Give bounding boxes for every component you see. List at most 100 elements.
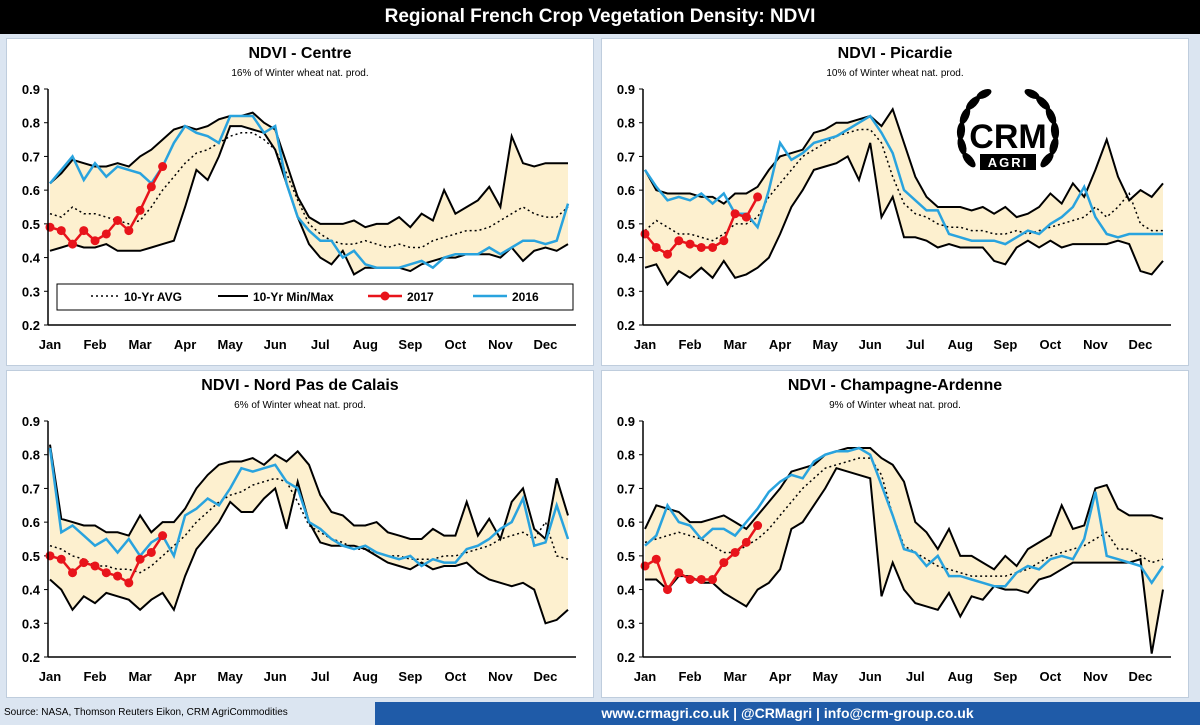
- x-tick-label: Sep: [398, 337, 422, 352]
- point-2017: [696, 242, 706, 252]
- legend-label-2016: 2016: [512, 290, 539, 304]
- point-2017: [708, 574, 718, 584]
- x-tick-label: May: [813, 337, 839, 352]
- x-tick-label: Jan: [39, 669, 61, 684]
- chart-title: NDVI - Nord Pas de Calais: [201, 377, 399, 394]
- point-2017: [90, 236, 100, 246]
- x-tick-label: Oct: [445, 337, 467, 352]
- y-tick-label: 0.8: [22, 116, 40, 131]
- x-tick-label: Jun: [859, 337, 882, 352]
- y-tick-label: 0.2: [617, 650, 635, 665]
- point-2017: [753, 521, 763, 531]
- legend-label-avg: 10-Yr AVG: [124, 290, 182, 304]
- x-tick-label: Jul: [906, 337, 925, 352]
- x-tick-label: May: [218, 669, 244, 684]
- series-2016: [643, 114, 1163, 246]
- x-tick-label: Nov: [1083, 669, 1108, 684]
- point-2017: [674, 236, 684, 246]
- chart-panel-centre: NDVI - Centre 16% of Winter wheat nat. p…: [6, 38, 594, 366]
- point-2017: [719, 236, 729, 246]
- y-tick-label: 0.3: [617, 284, 635, 299]
- y-tick-label: 0.8: [22, 448, 40, 463]
- x-tick-label: Feb: [678, 337, 701, 352]
- x-tick-label: Dec: [534, 337, 558, 352]
- y-tick-label: 0.9: [617, 82, 635, 97]
- point-2017: [708, 242, 718, 252]
- x-tick-label: Sep: [993, 669, 1017, 684]
- point-2017: [741, 212, 751, 222]
- point-2017: [79, 558, 89, 568]
- point-2017: [696, 574, 706, 584]
- y-tick-label: 0.4: [22, 251, 41, 266]
- series-10yr-avg: [644, 128, 1163, 242]
- x-tick-label: Nov: [488, 669, 513, 684]
- y-tick-label: 0.6: [22, 515, 40, 530]
- point-2017: [56, 226, 66, 236]
- x-tick-label: Mar: [129, 669, 152, 684]
- point-2017: [640, 229, 650, 239]
- y-tick-label: 0.3: [22, 616, 40, 631]
- point-2017: [45, 222, 55, 232]
- x-tick-label: Jun: [264, 669, 287, 684]
- ndvi-chart-centre: 0.2 0.3 0.4 0.5 0.6 0.7 0.8 0.9 Jan Feb Mar Apr May J…: [22, 82, 576, 352]
- y-tick-label: 0.6: [617, 515, 635, 530]
- point-2017: [146, 182, 156, 192]
- chart-subtitle: 9% of Winter wheat nat. prod.: [829, 400, 961, 411]
- series-10yr-min: [644, 142, 1164, 287]
- chart-panel-nord-pas-de-calais: NDVI - Nord Pas de Calais 6% of Winter w…: [6, 370, 594, 698]
- x-tick-label: Aug: [948, 669, 973, 684]
- point-2017: [101, 568, 111, 578]
- y-tick-label: 0.2: [617, 318, 635, 333]
- x-tick-label: Apr: [174, 337, 196, 352]
- x-tick-label: Feb: [83, 337, 106, 352]
- crm-agri-logo: CRM AGRI: [956, 89, 1060, 170]
- minmax-band: [50, 112, 568, 275]
- x-tick-label: Dec: [534, 669, 558, 684]
- series-10yr-max: [49, 111, 568, 229]
- point-2017: [68, 239, 78, 249]
- y-tick-label: 0.2: [22, 318, 40, 333]
- point-2017: [730, 547, 740, 557]
- legend-marker-2017: [380, 291, 390, 301]
- series-10yr-max: [644, 447, 1164, 571]
- x-tick-label: Nov: [488, 337, 513, 352]
- y-tick-label: 0.2: [22, 650, 40, 665]
- x-tick-label: Dec: [1129, 669, 1153, 684]
- x-tick-label: Apr: [769, 337, 791, 352]
- contact-bar: www.crmagri.co.uk | @CRMagri | info@crm-…: [375, 702, 1200, 725]
- y-tick-label: 0.4: [617, 583, 636, 598]
- x-tick-label: Mar: [724, 669, 747, 684]
- x-tick-label: Jul: [906, 669, 925, 684]
- series-10yr-min: [645, 467, 1164, 654]
- x-tick-label: Jun: [859, 669, 882, 684]
- point-2017: [124, 578, 134, 588]
- y-tick-label: 0.7: [617, 149, 635, 164]
- chart-subtitle: 6% of Winter wheat nat. prod.: [234, 400, 366, 411]
- x-tick-label: Sep: [993, 337, 1017, 352]
- x-tick-label: Jan: [39, 337, 61, 352]
- x-tick-label: Mar: [129, 337, 152, 352]
- x-tick-label: Apr: [769, 669, 791, 684]
- y-tick-label: 0.6: [617, 183, 635, 198]
- point-2017: [56, 554, 66, 564]
- chart-title: NDVI - Centre: [248, 45, 352, 62]
- series-10yr-max: [49, 444, 569, 542]
- series-2016: [644, 446, 1165, 588]
- point-2017: [45, 551, 55, 561]
- point-2017: [79, 226, 89, 236]
- point-2017: [753, 192, 763, 202]
- page-title: Regional French Crop Vegetation Density:…: [0, 0, 1200, 34]
- x-tick-label: Sep: [398, 669, 422, 684]
- x-tick-label: Jan: [634, 337, 656, 352]
- x-tick-label: Mar: [724, 337, 747, 352]
- y-tick-label: 0.9: [22, 414, 40, 429]
- x-tick-label: Aug: [353, 337, 378, 352]
- y-tick-label: 0.3: [617, 616, 635, 631]
- point-2017: [663, 249, 673, 259]
- point-2017: [135, 205, 145, 215]
- x-tick-label: May: [218, 337, 244, 352]
- minmax-band: [50, 444, 568, 624]
- y-tick-label: 0.4: [22, 583, 41, 598]
- y-tick-label: 0.5: [22, 549, 40, 564]
- y-tick-label: 0.7: [22, 149, 40, 164]
